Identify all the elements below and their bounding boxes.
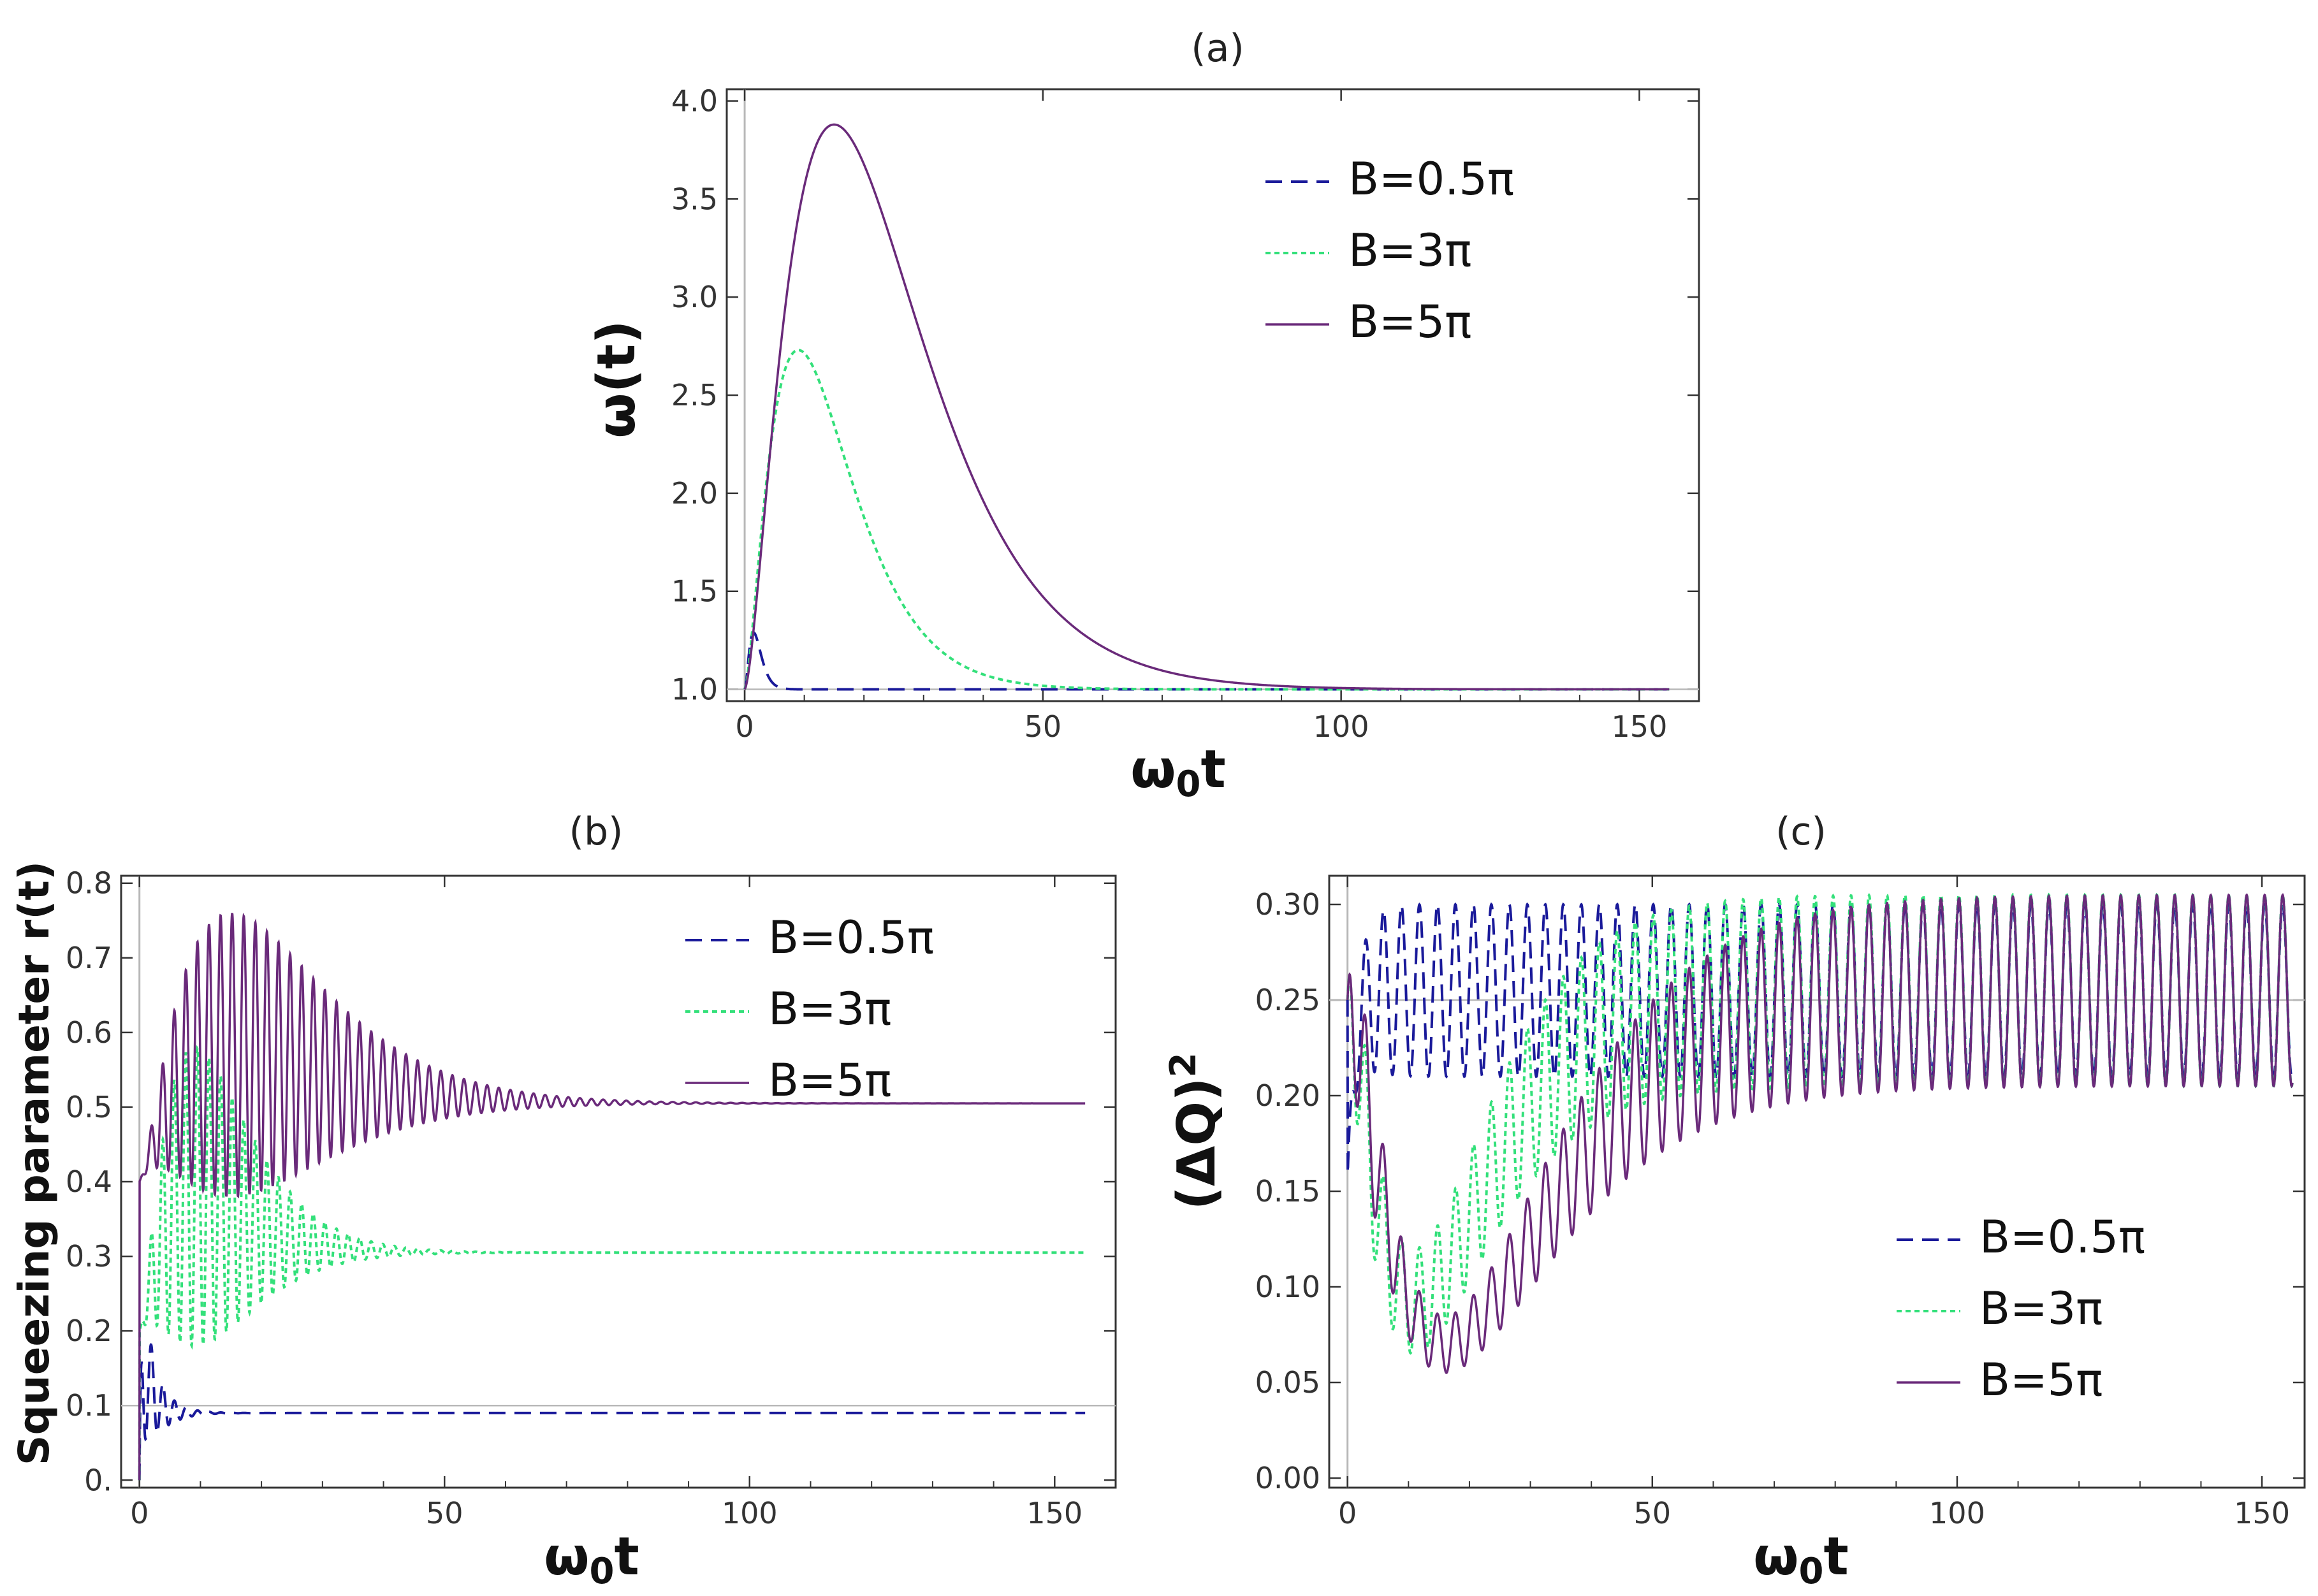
panel-c-y-axis-label: (ΔQ)2 xyxy=(1163,1052,1227,1210)
panel-c-title: (c) xyxy=(1775,809,1826,854)
y-tick-label: 0.15 xyxy=(1255,1174,1320,1208)
legend-label-c-1: B=3π xyxy=(1979,1282,2103,1335)
y-tick-label: 4.0 xyxy=(671,83,718,118)
y-tick-label: 0.30 xyxy=(1255,887,1320,922)
x-tick-label: 100 xyxy=(722,1496,778,1530)
y-tick-label: 0.5 xyxy=(66,1090,112,1124)
y-tick-label: 3.0 xyxy=(671,280,718,314)
x-tick-label: 100 xyxy=(1929,1496,1985,1530)
legend-label-a-0: B=0.5π xyxy=(1348,153,1514,205)
x-tick-label: 0 xyxy=(130,1496,149,1530)
y-tick-label: 0.10 xyxy=(1255,1270,1320,1304)
panel-a-title: (a) xyxy=(1191,26,1244,71)
y-tick-label: 0. xyxy=(84,1463,112,1497)
legend-label-b-2: B=5π xyxy=(768,1054,891,1106)
x-tick-label: 0 xyxy=(735,709,754,744)
x-tick-label: 50 xyxy=(1024,709,1062,744)
series-line-a-1 xyxy=(743,349,1670,691)
y-tick-label: 0.20 xyxy=(1255,1078,1320,1113)
x-tick-label: 150 xyxy=(1612,709,1668,744)
y-tick-label: 0.4 xyxy=(66,1164,112,1199)
y-tick-label: 2.0 xyxy=(671,476,718,511)
y-tick-label: 2.5 xyxy=(671,378,718,412)
y-tick-label: 3.5 xyxy=(671,182,718,216)
plot-frame-a xyxy=(725,88,1700,702)
panel-a-omega: (a) 0 50 100 150 1.0 1.5 2.0 2.5 3.0 3.5 4.0 B=0.5π… xyxy=(587,26,1700,805)
legend-label-b-1: B=3π xyxy=(768,983,891,1035)
series-line-b-2 xyxy=(138,912,1086,1481)
panel-c-variance: (c) 0 50 100 150 0.00 0.05 0.10 0.15 0.20 0.25 0.3… xyxy=(1163,809,2306,1592)
x-tick-label: 0 xyxy=(1338,1496,1357,1530)
legend-label-a-2: B=5π xyxy=(1348,296,1471,348)
series-line-b-0 xyxy=(138,1343,1086,1481)
panel-b-title: (b) xyxy=(569,809,623,854)
plot-area-a: 0 50 100 150 1.0 1.5 2.0 2.5 3.0 3.5 4.0 B=0.5π B=3π… xyxy=(671,83,1700,744)
y-tick-label: 0.25 xyxy=(1255,983,1320,1017)
legend-label-b-0: B=0.5π xyxy=(768,911,934,964)
legend-label-c-2: B=5π xyxy=(1979,1354,2103,1406)
y-tick-label: 0.3 xyxy=(66,1239,112,1273)
panel-c-x-axis-label: ω0t xyxy=(1753,1527,1848,1592)
y-tick-label: 0.8 xyxy=(66,866,112,901)
panel-b-squeezing: (b) 0 50 100 150 0. 0.1 0.2 0.3 0.4 0.5 0.6 0.7 0.8 B… xyxy=(10,809,1117,1592)
x-tick-label: 150 xyxy=(1026,1496,1082,1530)
series-line-a-2 xyxy=(743,123,1670,691)
panel-b-y-axis-label: Squeezing parameter r(t) xyxy=(10,861,59,1465)
plot-frame-c xyxy=(1328,874,2306,1489)
panel-a-x-axis-label: ω0t xyxy=(1130,739,1225,805)
x-tick-label: 50 xyxy=(1634,1496,1672,1530)
y-tick-label: 0.05 xyxy=(1255,1365,1320,1400)
plot-area-c: 0 50 100 150 0.00 0.05 0.10 0.15 0.20 0.25 0.30 B=0… xyxy=(1255,874,2306,1530)
y-tick-label: 0.7 xyxy=(66,941,112,975)
series-line-a-0 xyxy=(743,631,1670,691)
panel-b-x-axis-label: ω0t xyxy=(544,1527,639,1592)
y-tick-label: 1.0 xyxy=(671,672,718,707)
legend-label-a-1: B=3π xyxy=(1348,224,1471,277)
y-tick-label: 0.2 xyxy=(66,1314,112,1348)
y-tick-label: 0.00 xyxy=(1255,1461,1320,1495)
plot-area-b: 0 50 100 150 0. 0.1 0.2 0.3 0.4 0.5 0.6 0.7 0.8 B=0.5… xyxy=(66,866,1117,1530)
y-tick-label: 0.1 xyxy=(66,1388,112,1423)
x-tick-label: 150 xyxy=(2234,1496,2290,1530)
plot-frame-b xyxy=(120,874,1117,1489)
x-tick-label: 50 xyxy=(426,1496,463,1530)
series-line-c-2 xyxy=(1346,893,2294,1374)
y-tick-label: 0.6 xyxy=(66,1015,112,1050)
series-line-b-1 xyxy=(138,1045,1086,1481)
y-tick-label: 1.5 xyxy=(671,574,718,609)
panel-a-y-axis-label: ω(t) xyxy=(587,320,647,438)
legend-label-c-0: B=0.5π xyxy=(1979,1211,2145,1263)
x-tick-label: 100 xyxy=(1313,709,1369,744)
